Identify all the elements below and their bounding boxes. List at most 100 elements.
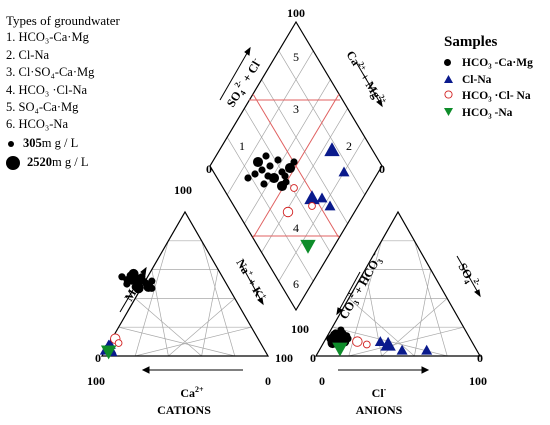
grid-line — [134, 298, 202, 357]
axis-cation-na-k: Na+ + K+ — [233, 256, 269, 304]
cation-point — [148, 277, 156, 285]
anion-point — [421, 344, 433, 355]
tick-dia-left-0: 0 — [206, 162, 212, 176]
samples-title: Samples — [444, 34, 498, 50]
arrow-co3 — [336, 271, 361, 315]
axis-diamond-ca-mg: Ca2+ + Mg2+ — [343, 48, 389, 109]
grid-line — [348, 298, 415, 357]
tick-an-left-0: 0 — [310, 351, 316, 365]
arrow-so4-cl — [219, 47, 251, 101]
cation-point — [123, 280, 131, 288]
tick-cat-left-100: 100 — [87, 374, 105, 388]
tick-an-right-0: 0 — [477, 351, 483, 365]
tick-an-left-100: 100 — [291, 322, 309, 336]
cations-label: CATIONS — [157, 403, 211, 417]
grid-line — [348, 240, 382, 357]
grid-line — [201, 240, 236, 357]
arrow-so4-head — [474, 289, 481, 298]
region-2: 2 — [346, 139, 352, 153]
type-item: 6. HCO₃-Na — [6, 117, 68, 132]
arrow-mg-head — [140, 266, 147, 276]
diamond-point — [304, 190, 320, 205]
arrow-ca-head — [141, 366, 150, 374]
arrow-cl-head — [421, 366, 430, 374]
tick-an-bottom-100: 100 — [469, 374, 487, 388]
arrow-na-k-head — [257, 297, 264, 306]
diamond-point — [281, 172, 289, 180]
anion-point — [362, 340, 371, 349]
sample-points — [99, 142, 433, 360]
green-triangle-down-icon — [444, 107, 462, 119]
arrow-ca-mg-head — [376, 99, 383, 108]
diamond-point — [262, 152, 270, 160]
type-item: 5. SO₄-Ca·Mg — [6, 100, 79, 115]
grid-line — [414, 240, 448, 357]
triangle-outline — [314, 210, 482, 357]
arrow-na-k — [240, 263, 264, 305]
arrow-so4-cl-head — [244, 46, 251, 56]
region-divider-line — [252, 93, 340, 239]
diamond-point — [266, 162, 274, 170]
legend-item: HCO₃ ·Cl- Na — [444, 88, 533, 105]
legend-item: HCO₃ -Na — [444, 105, 533, 122]
open-circle-icon — [444, 90, 462, 102]
anion-point — [352, 336, 363, 347]
diamond-point — [260, 180, 268, 188]
cation-point — [141, 278, 149, 287]
diamond-point — [324, 200, 336, 211]
grid-line — [414, 269, 432, 357]
tick-cat-top-100: 100 — [174, 183, 192, 197]
diamond-outline — [209, 20, 383, 312]
axis-arrows — [119, 46, 481, 374]
grid-line — [201, 269, 219, 357]
axis-anion-co3-hco3: CO32-+ HCO3- — [335, 250, 387, 322]
groundwater-types-legend: Types of groundwater 1. HCO₃-Ca·Mg 2. Cl… — [6, 12, 120, 172]
tick-cat-right-100: 100 — [275, 351, 293, 365]
diamond-point — [251, 170, 259, 178]
diamond-point — [300, 239, 316, 254]
diamond-point — [338, 166, 350, 177]
tick-an-bottom-0: 0 — [319, 374, 325, 388]
diamond-point — [316, 192, 328, 203]
diamond-plot — [209, 20, 383, 312]
black-circle-icon — [444, 57, 462, 69]
anion-point — [343, 332, 351, 340]
small-dot-icon — [8, 140, 14, 147]
region-3: 3 — [293, 102, 299, 116]
tick-dia-top-100: 100 — [287, 6, 305, 20]
large-dot-icon — [6, 155, 20, 170]
samples-legend: Samples HCO₃ -Ca·Mg Cl-Na HCO₃ ·Cl- Na H… — [444, 34, 533, 121]
cation-point — [118, 273, 126, 281]
axis-titles: SO42- + Cl- Ca2+ + Mg2+ Mg2+ Na+ + K+ CO… — [121, 48, 482, 417]
tick-cat-right-0: 0 — [265, 374, 271, 388]
anion-point — [337, 326, 345, 334]
grid-line — [134, 240, 169, 357]
arrow-co3-head — [336, 307, 343, 316]
grid-line — [135, 326, 252, 357]
region-6: 6 — [293, 277, 299, 291]
cation-point — [133, 277, 141, 285]
tick-dia-right-0: 0 — [379, 162, 385, 176]
axis-anion-cl: Cl- — [372, 385, 387, 400]
anion-point — [374, 336, 386, 346]
diamond-point — [284, 162, 296, 174]
diamond-point — [276, 180, 288, 192]
anion-point — [380, 336, 396, 351]
diamond-point — [252, 156, 264, 168]
size-legend-large: 2520 m g / L — [6, 154, 120, 171]
diamond-point — [258, 166, 266, 174]
blue-triangle-icon — [444, 74, 462, 86]
grid-line — [348, 326, 464, 357]
legend-item: Cl-Na — [444, 72, 533, 89]
axis-cation-ca: Ca2+ — [180, 385, 204, 400]
anions-label: ANIONS — [356, 403, 403, 417]
anion-point — [332, 342, 348, 357]
cation-point — [100, 345, 117, 360]
arrow-mg — [119, 267, 147, 313]
grid-line — [151, 269, 169, 357]
region-5: 5 — [293, 50, 299, 64]
grid-line — [168, 298, 236, 357]
cation-point — [128, 268, 139, 279]
diamond-point — [324, 142, 340, 157]
